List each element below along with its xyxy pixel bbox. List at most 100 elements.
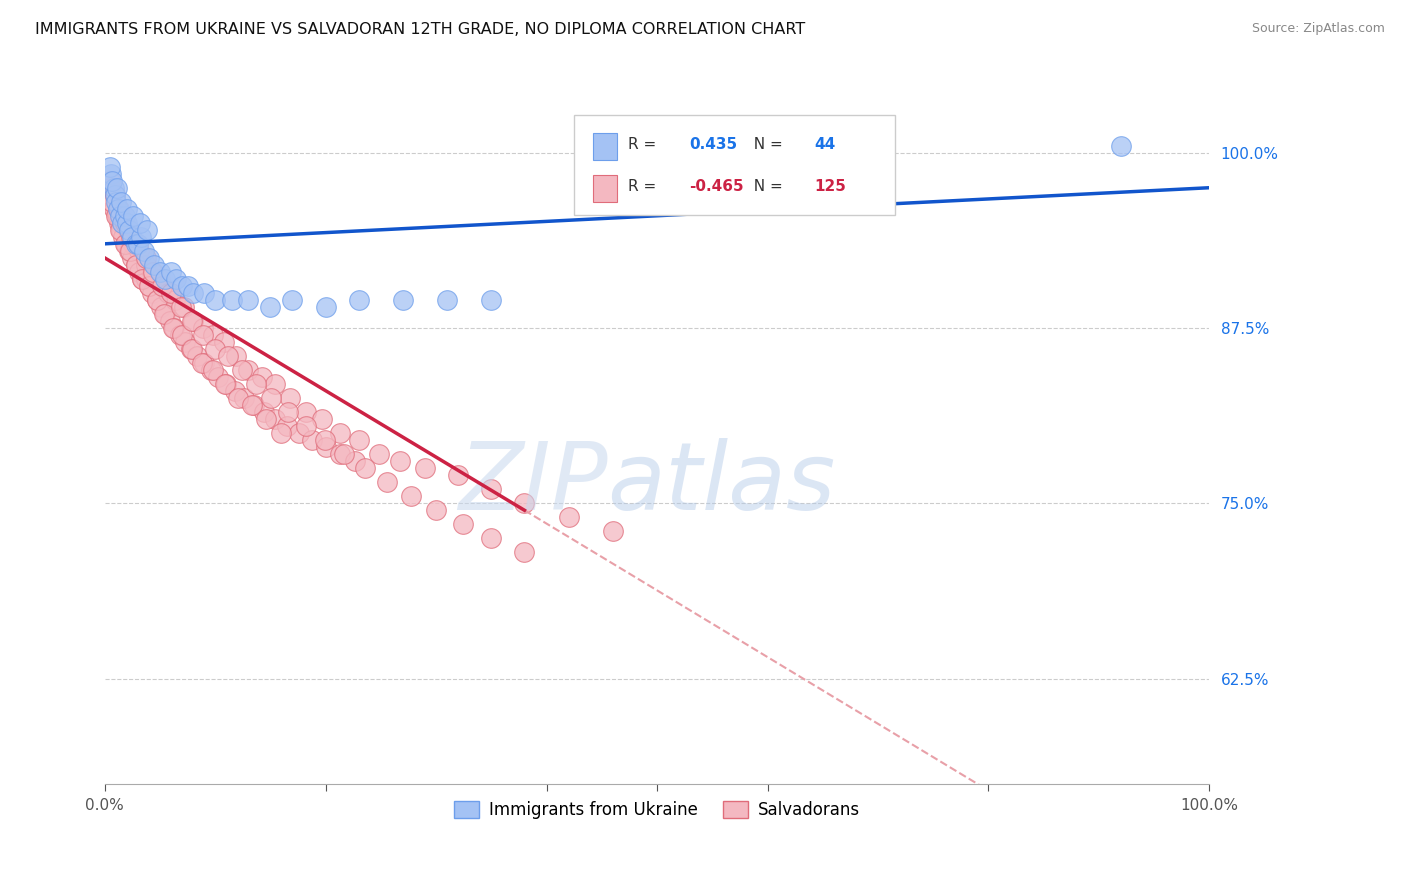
Point bbox=[174, 334, 197, 349]
Text: 125: 125 bbox=[814, 179, 846, 194]
Point bbox=[145, 293, 167, 307]
Point bbox=[602, 524, 624, 539]
Point bbox=[347, 433, 370, 447]
Point bbox=[135, 223, 157, 237]
Point bbox=[294, 419, 316, 434]
Point bbox=[479, 531, 502, 545]
Point bbox=[315, 440, 337, 454]
Point bbox=[107, 202, 129, 216]
Point bbox=[135, 258, 157, 272]
FancyBboxPatch shape bbox=[593, 133, 617, 161]
Point bbox=[513, 545, 536, 559]
Point bbox=[103, 180, 125, 194]
Point bbox=[118, 244, 141, 258]
Point bbox=[204, 342, 226, 356]
Point bbox=[243, 398, 266, 412]
Point bbox=[98, 160, 121, 174]
Point bbox=[115, 202, 138, 216]
Point bbox=[215, 377, 238, 392]
Point bbox=[207, 370, 229, 384]
Point bbox=[225, 349, 247, 363]
Point bbox=[191, 321, 214, 335]
Point bbox=[1109, 138, 1132, 153]
Point bbox=[114, 236, 136, 251]
Point bbox=[479, 482, 502, 496]
Point bbox=[98, 187, 121, 202]
Point bbox=[245, 377, 267, 392]
Text: N =: N = bbox=[744, 137, 787, 153]
FancyBboxPatch shape bbox=[593, 175, 617, 202]
Point bbox=[138, 251, 160, 265]
Text: R =: R = bbox=[628, 179, 661, 194]
Point bbox=[388, 454, 411, 468]
Point bbox=[121, 251, 143, 265]
Point bbox=[114, 236, 136, 251]
Point bbox=[105, 209, 128, 223]
Point bbox=[104, 202, 127, 216]
Point bbox=[111, 216, 134, 230]
Point bbox=[425, 503, 447, 517]
Point bbox=[128, 265, 150, 279]
Point bbox=[176, 279, 198, 293]
Point bbox=[354, 461, 377, 475]
Point bbox=[98, 174, 121, 188]
Point bbox=[377, 475, 399, 490]
Point bbox=[170, 300, 193, 314]
Point bbox=[110, 223, 132, 237]
Point bbox=[128, 244, 150, 258]
Point bbox=[145, 293, 167, 307]
Point bbox=[160, 285, 183, 300]
Point bbox=[231, 363, 253, 377]
Point bbox=[108, 202, 131, 216]
Point bbox=[263, 412, 285, 426]
Point bbox=[108, 216, 131, 230]
Point bbox=[238, 363, 260, 377]
Point bbox=[155, 307, 177, 321]
Point bbox=[479, 293, 502, 307]
Point bbox=[169, 328, 191, 343]
Point bbox=[107, 209, 129, 223]
Point bbox=[121, 229, 143, 244]
Point bbox=[129, 216, 152, 230]
Text: Source: ZipAtlas.com: Source: ZipAtlas.com bbox=[1251, 22, 1385, 36]
Point bbox=[201, 363, 224, 377]
Point bbox=[150, 300, 173, 314]
Point bbox=[180, 342, 202, 356]
Point bbox=[150, 279, 173, 293]
Point bbox=[329, 426, 352, 441]
Point bbox=[112, 229, 135, 244]
FancyBboxPatch shape bbox=[574, 115, 894, 215]
Point bbox=[170, 328, 193, 343]
Point bbox=[141, 265, 163, 279]
Point bbox=[413, 461, 436, 475]
Point bbox=[163, 321, 186, 335]
Point bbox=[294, 405, 316, 419]
Point bbox=[138, 279, 160, 293]
Text: N =: N = bbox=[744, 179, 787, 194]
Point bbox=[155, 272, 177, 286]
Point bbox=[129, 229, 152, 244]
Point bbox=[98, 180, 121, 194]
Point bbox=[166, 272, 188, 286]
Point bbox=[288, 426, 311, 441]
Point bbox=[173, 300, 195, 314]
Point bbox=[212, 334, 235, 349]
Point bbox=[120, 229, 142, 244]
Text: 0.435: 0.435 bbox=[689, 137, 737, 153]
Point bbox=[131, 272, 153, 286]
Point bbox=[238, 293, 260, 307]
Point bbox=[134, 244, 156, 258]
Text: IMMIGRANTS FROM UKRAINE VS SALVADORAN 12TH GRADE, NO DIPLOMA CORRELATION CHART: IMMIGRANTS FROM UKRAINE VS SALVADORAN 12… bbox=[35, 22, 806, 37]
Text: ZIP: ZIP bbox=[458, 438, 607, 529]
Point bbox=[254, 412, 277, 426]
Point bbox=[108, 209, 131, 223]
Point bbox=[100, 167, 122, 181]
Point bbox=[181, 342, 204, 356]
Point bbox=[143, 258, 166, 272]
Point bbox=[162, 321, 184, 335]
Point bbox=[181, 285, 204, 300]
Point bbox=[104, 194, 127, 209]
Point bbox=[221, 293, 243, 307]
Point bbox=[392, 293, 415, 307]
Point bbox=[118, 223, 141, 237]
